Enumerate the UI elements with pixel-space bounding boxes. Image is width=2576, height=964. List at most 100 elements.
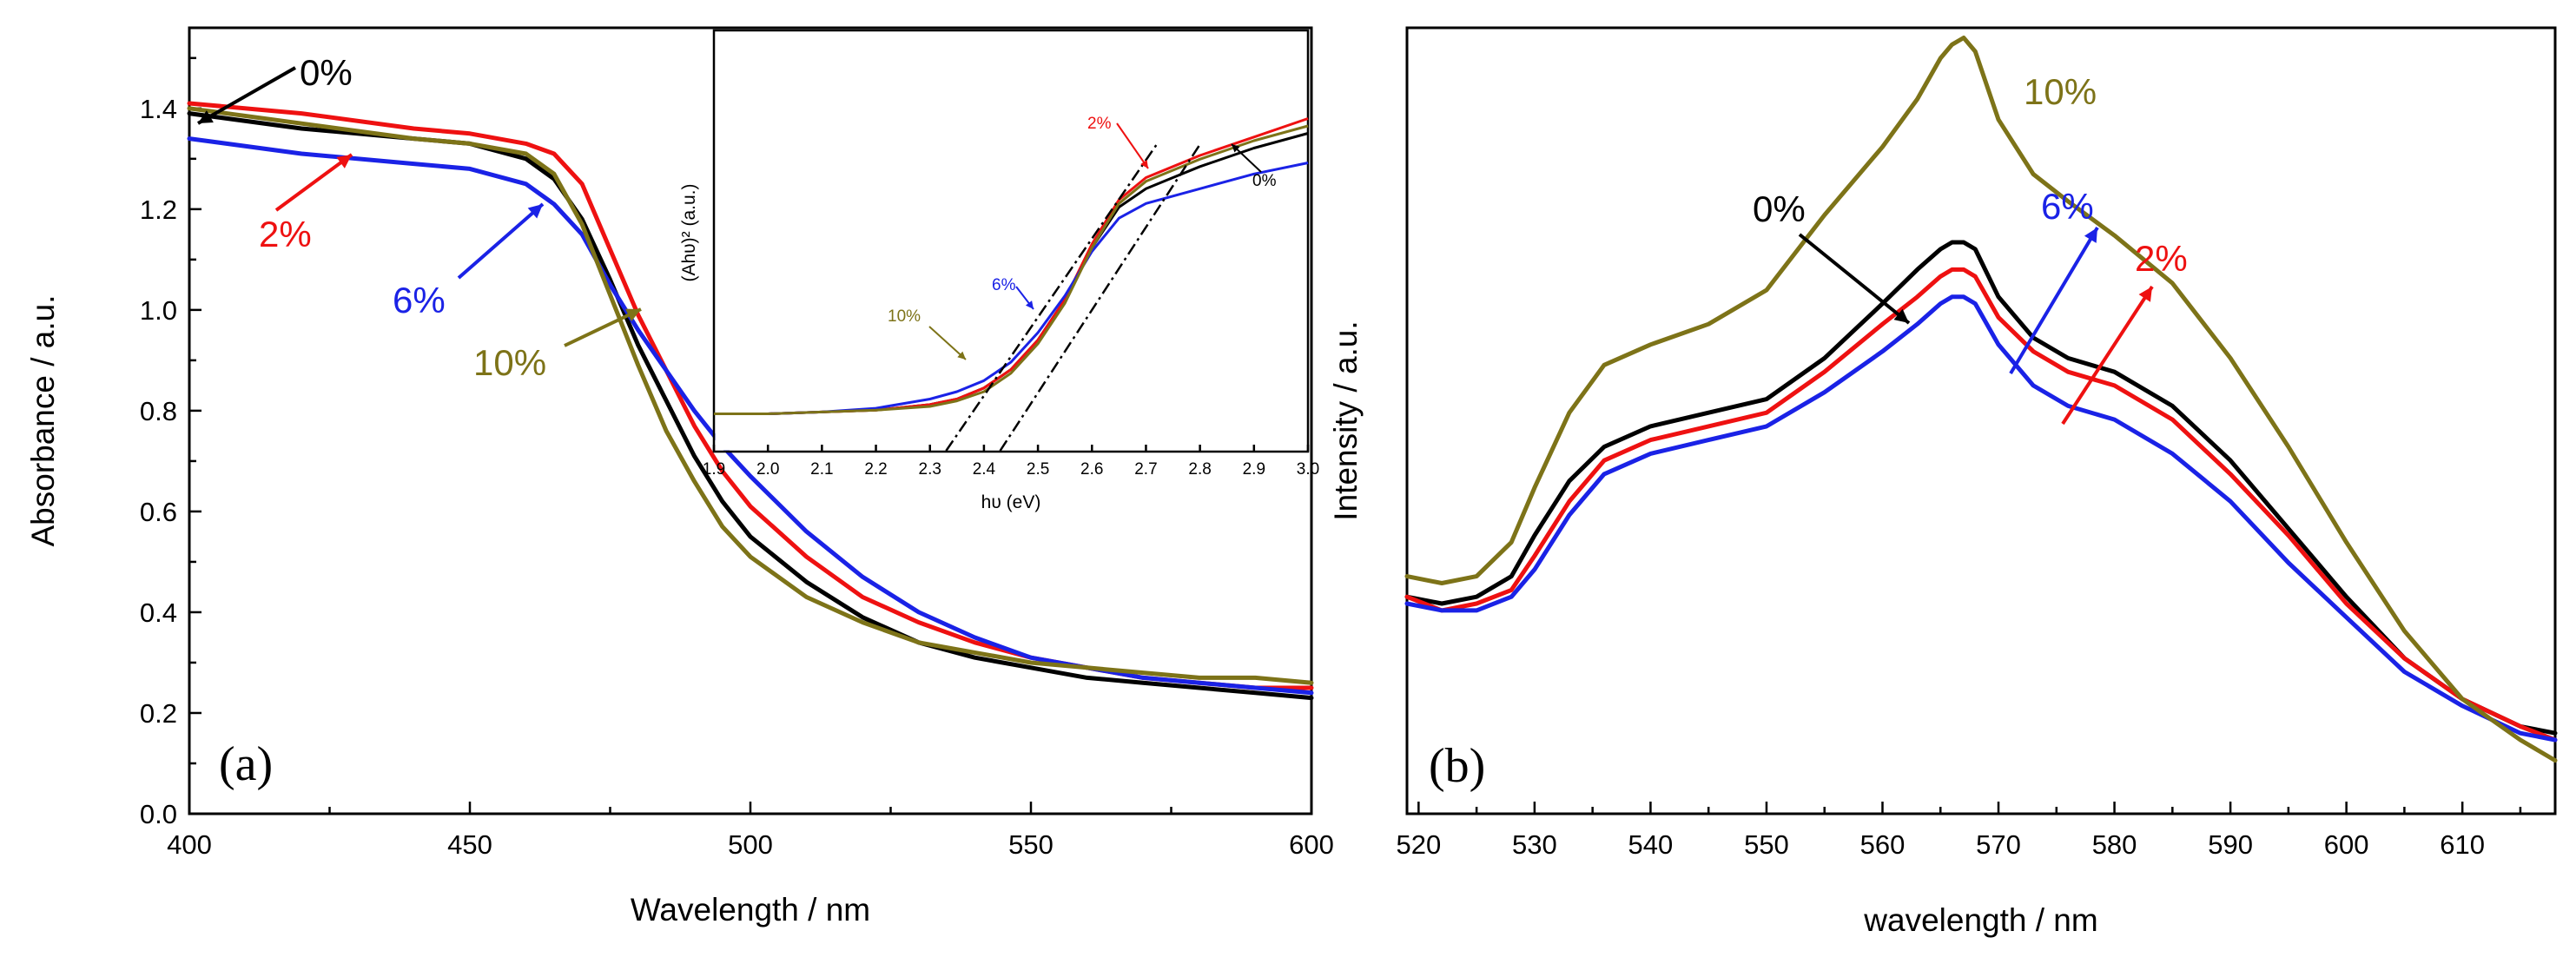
panel-a-inset-tauc-plot: 1.9 2.0 2.1 2.2 2.3 2.4 2.5 2.6 2.7 2.8 2.9 3.0 hυ …: [679, 29, 1319, 512]
b-x-tick-label: 560: [1860, 829, 1906, 860]
panel-a-y-axis-label: Absorbance / a.u.: [25, 294, 61, 546]
a-annotation-2pct-arrow-line: [274, 153, 353, 212]
inset-y-axis-label: (Ahυ)² (a.u.): [679, 184, 699, 282]
a-x-tick-label: 400: [167, 829, 212, 860]
inset-x-tick-label: 2.1: [810, 460, 833, 479]
a-annotation-10pct-arrow-line: [564, 307, 642, 347]
b-x-tick-label: 590: [2208, 829, 2253, 860]
inset-x-tick-label: 2.8: [1188, 460, 1211, 479]
b-x-tick-label: 610: [2440, 829, 2485, 860]
a-annotation-2pct-arrowhead: [336, 155, 352, 168]
inset-background: [715, 31, 1307, 451]
b-series-10pct-line: [1404, 36, 2558, 763]
b-x-tick-label: 600: [2324, 829, 2369, 860]
panel-a-series: [187, 101, 1314, 701]
inset-tangent-line: [999, 143, 1201, 452]
inset-x-tick-label: 2.5: [1027, 460, 1049, 479]
inset-x-tick-label: 1.9: [703, 460, 725, 479]
a-annotation-6pct-arrowhead: [527, 204, 543, 219]
panel-b-series: [1404, 36, 2558, 763]
a-x-tick-label: 450: [447, 829, 492, 860]
inset-annotation-10pct-arrowhead: [957, 351, 966, 360]
b-series-2pct-line: [1404, 267, 2558, 743]
panel-a-ticks: 400 450 500 550 600 0.0 0.2 0.4 0.6 0.8 1.0 1.2 1.4: [140, 56, 1334, 860]
a-annotation-6pct: 6%: [393, 280, 446, 320]
b-annotation-2pct: 2%: [2135, 238, 2188, 279]
b-annotation-6pct-arrowhead: [2084, 228, 2097, 243]
b-series-6pct-line: [1404, 294, 2558, 743]
panel-a-absorbance-chart: 400 450 500 550 6000.00.20.40.60.81.01.21.4 …: [25, 26, 1334, 928]
a-annotation-0pct-arrowhead: [198, 110, 214, 123]
panel-a-label: (a): [219, 737, 273, 791]
b-x-tick-label: 580: [2092, 829, 2137, 860]
panel-b-ticks: 520 530 540 550 560 570 580 590 600 610: [1396, 802, 2522, 860]
inset-tangent-line: [945, 143, 1158, 452]
inset-tangent-lines: [945, 143, 1201, 452]
inset-x-axis-label: hυ (eV): [981, 492, 1041, 512]
panel-a-x-axis-label: Wavelength / nm: [631, 892, 870, 928]
inset-annotation-10pct-arrow-line: [928, 326, 967, 360]
inset-annotation-10pct: 10%: [888, 307, 921, 326]
panel-b-label: (b): [1429, 739, 1485, 793]
a-annotation-10pct: 10%: [473, 342, 546, 383]
b-annotation-0pct-arrow-line: [1798, 233, 1911, 325]
b-annotation-10pct: 10%: [2024, 71, 2097, 112]
inset-annotation-2pct: 2%: [1087, 115, 1112, 133]
a-series-10pct-line: [187, 106, 1314, 685]
a-annotation-6pct-arrow-line: [457, 202, 545, 280]
inset-x-tick-label: 2.4: [973, 460, 996, 479]
b-x-tick-label: 530: [1512, 829, 1557, 860]
inset-x-tick-label: 2.6: [1080, 460, 1103, 479]
panel-a-annotations: 0% 2% 6% 10%: [197, 52, 642, 383]
a-annotation-0pct-arrow-line: [197, 66, 296, 125]
inset-annotation-6pct-arrowhead: [1025, 300, 1034, 309]
a-y-tick-label: 1.2: [140, 195, 177, 225]
a-series-0pct-line: [187, 111, 1314, 701]
inset-x-tick-label: 2.7: [1134, 460, 1157, 479]
a-x-tick-label: 550: [1008, 829, 1054, 860]
inset-ticks: 1.9 2.0 2.1 2.2 2.3 2.4 2.5 2.6 2.7 2.8 2.9 3.0: [703, 31, 1319, 479]
inset-plot-frame: [712, 29, 1310, 453]
inset-x-tick-label: 2.9: [1243, 460, 1265, 479]
b-x-tick-label: 550: [1744, 829, 1789, 860]
panel-b-intensity-chart: 520 530 540 550 560 570 580 590 600 610 wavelengt…: [1328, 26, 2558, 938]
a-y-tick-label: 1.0: [140, 295, 177, 326]
panel-b-y-axis-label: Intensity / a.u.: [1328, 320, 1364, 520]
inset-x-tick-label: 2.0: [756, 460, 779, 479]
b-x-tick-label: 520: [1396, 829, 1441, 860]
a-y-tick-label: 0.4: [140, 598, 177, 628]
b-annotation-6pct-arrow-line: [2009, 226, 2099, 375]
inset-x-tick-label: 3.0: [1297, 460, 1319, 479]
panel-b-x-axis-label: wavelength / nm: [1863, 902, 2097, 938]
a-x-tick-label: 500: [728, 829, 773, 860]
b-annotation-0pct: 0%: [1753, 188, 1806, 229]
inset-annotation-6pct: 6%: [992, 276, 1016, 294]
b-annotation-0pct-arrowhead: [1893, 308, 1909, 323]
b-annotation-2pct-arrowhead: [2138, 287, 2152, 302]
inset-series-10pct-line: [714, 124, 1309, 415]
panel-b-plot-frame: [1405, 26, 2557, 815]
a-y-tick-label: 0.0: [140, 799, 177, 829]
b-x-tick-label: 570: [1976, 829, 2021, 860]
inset-x-tick-label: 2.2: [864, 460, 887, 479]
a-x-tick-label: 600: [1289, 829, 1334, 860]
inset-annotation-0pct-arrowhead: [1232, 144, 1240, 153]
inset-annotations: 2% 0% 6% 10%: [888, 115, 1277, 360]
inset-series: [714, 117, 1309, 415]
panel-b-annotations: 10% 0% 6% 2%: [1753, 71, 2188, 426]
inset-annotation-2pct-arrow-line: [1116, 122, 1149, 169]
b-series-0pct-line: [1404, 240, 2558, 736]
a-y-tick-label: 0.2: [140, 698, 177, 729]
b-annotation-2pct-arrow-line: [2061, 285, 2154, 426]
a-annotation-0pct: 0%: [300, 52, 353, 93]
a-annotation-10pct-arrowhead: [625, 308, 641, 322]
a-y-tick-label: 0.8: [140, 396, 177, 426]
b-annotation-6pct: 6%: [2041, 186, 2094, 227]
a-y-tick-label: 0.6: [140, 497, 177, 527]
inset-annotation-0pct: 0%: [1252, 172, 1277, 190]
a-y-tick-label: 1.4: [140, 94, 177, 124]
a-annotation-2pct: 2%: [259, 214, 312, 254]
inset-x-tick-label: 2.3: [919, 460, 941, 479]
b-x-tick-label: 540: [1628, 829, 1674, 860]
